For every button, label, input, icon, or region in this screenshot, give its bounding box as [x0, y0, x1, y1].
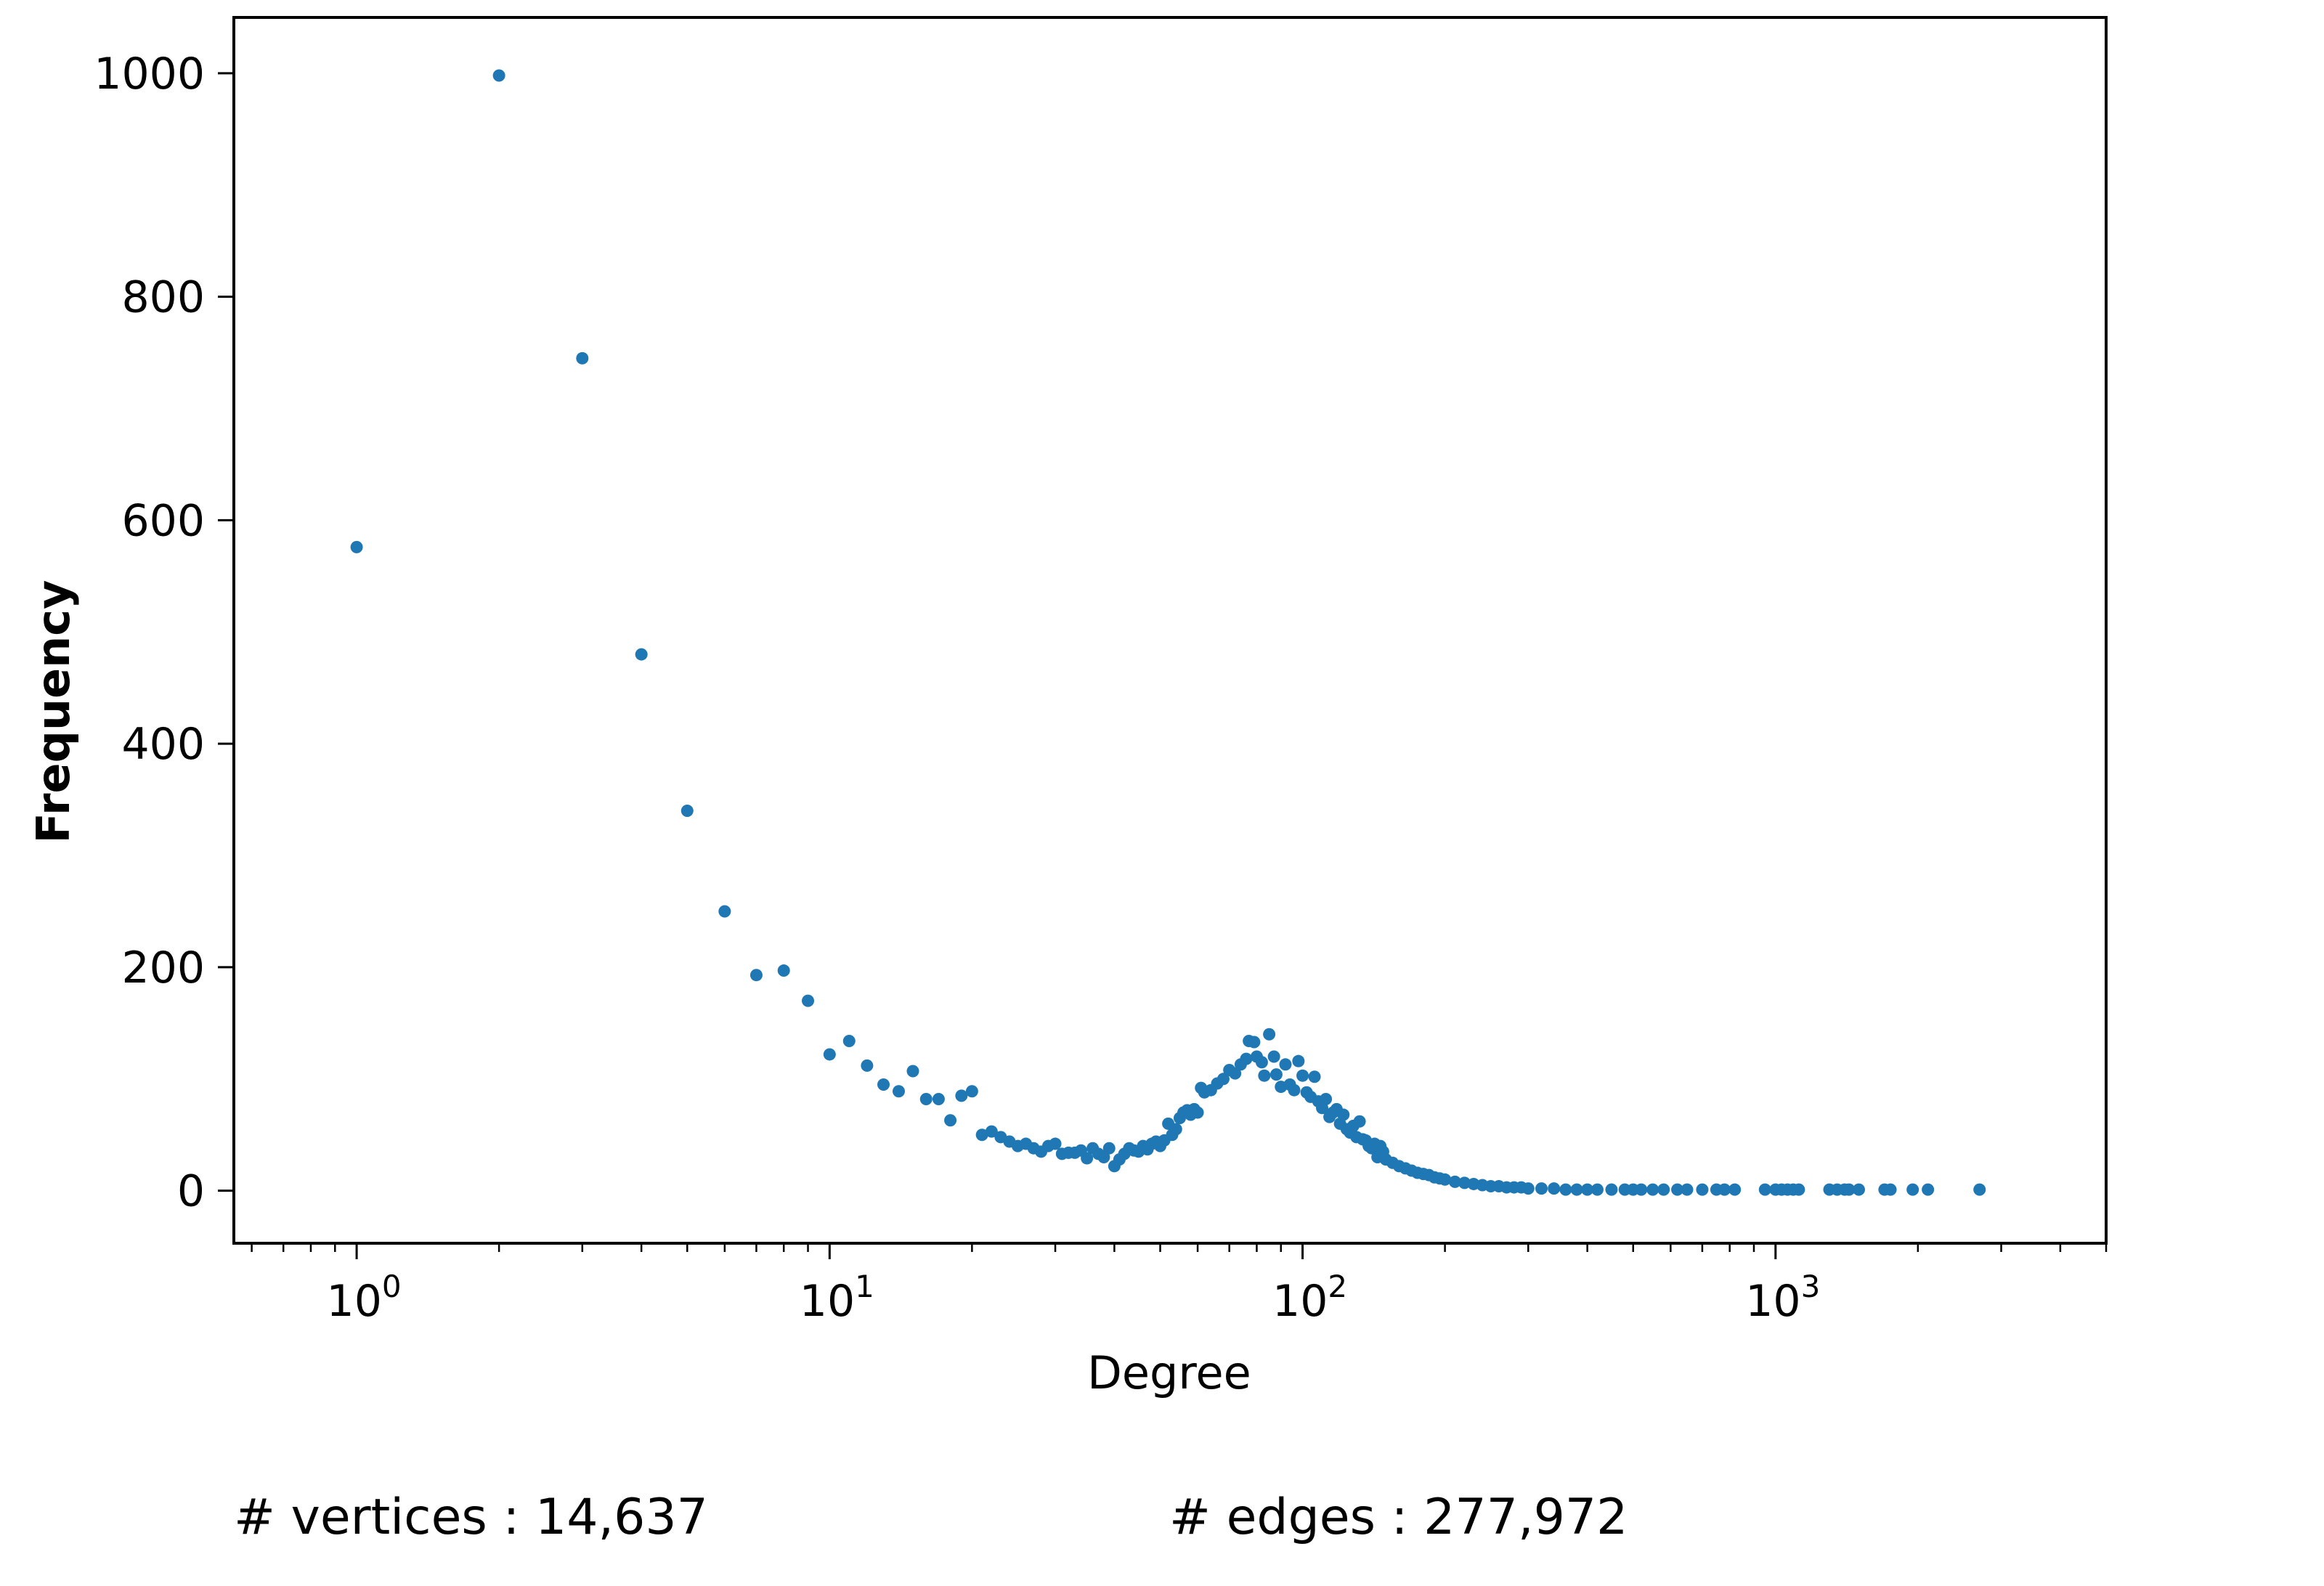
data-point: [1263, 1028, 1276, 1041]
data-point: [1635, 1183, 1648, 1196]
data-point: [906, 1065, 919, 1078]
data-point: [1842, 1183, 1856, 1196]
data-point: [919, 1093, 933, 1106]
data-point: [1559, 1183, 1572, 1196]
x-axis-label: Degree: [1087, 1346, 1251, 1399]
data-point: [1248, 1036, 1261, 1049]
data-point: [823, 1048, 836, 1061]
data-point: [1570, 1183, 1583, 1196]
data-point: [1973, 1183, 1986, 1196]
data-point: [492, 69, 505, 82]
y-tick-label: 600: [121, 495, 205, 546]
data-point: [1646, 1183, 1659, 1196]
data-point: [1320, 1093, 1333, 1106]
plot-frame: [232, 16, 2108, 1245]
data-point: [1049, 1137, 1062, 1150]
data-point: [1758, 1183, 1771, 1196]
data-point: [932, 1093, 945, 1106]
data-point: [1521, 1182, 1535, 1195]
data-point: [1605, 1183, 1618, 1196]
x-axis: 100 101 102 103: [251, 1243, 2108, 1327]
data-point: [635, 648, 648, 661]
data-point: [892, 1085, 905, 1098]
data-point: [718, 905, 731, 918]
data-point: [1718, 1183, 1731, 1196]
data-point: [1169, 1123, 1182, 1136]
data-point: [985, 1125, 998, 1138]
data-point: [1229, 1067, 1242, 1080]
data-point: [1792, 1183, 1805, 1196]
data-point: [1240, 1052, 1253, 1065]
data-point: [1884, 1183, 1897, 1196]
data-point: [1191, 1106, 1204, 1119]
y-tick-label: 1000: [94, 49, 205, 99]
data-point: [1269, 1068, 1283, 1081]
x-tick-label: 100: [327, 1269, 402, 1327]
data-point: [1590, 1183, 1604, 1196]
data-point: [680, 805, 694, 818]
data-point: [1296, 1069, 1309, 1082]
y-axis: 0 200 400 600 800 1000: [94, 49, 234, 1217]
data-point: [1255, 1056, 1268, 1069]
data-point: [749, 969, 763, 982]
data-point: [1337, 1108, 1350, 1121]
data-point: [1097, 1151, 1110, 1164]
data-point: [1671, 1183, 1684, 1196]
scatter-points: [350, 69, 1986, 1196]
data-point: [1258, 1069, 1271, 1082]
data-point: [975, 1128, 988, 1142]
data-point: [944, 1114, 957, 1127]
data-point: [1353, 1115, 1366, 1128]
data-point: [877, 1078, 890, 1091]
data-point: [777, 964, 790, 977]
data-point: [1102, 1142, 1116, 1155]
data-point: [1581, 1183, 1594, 1196]
data-point: [1728, 1183, 1742, 1196]
data-point: [1216, 1073, 1230, 1086]
x-tick-label: 102: [1272, 1269, 1347, 1327]
data-point: [1292, 1054, 1305, 1068]
data-point: [1288, 1083, 1301, 1097]
data-point: [842, 1034, 856, 1047]
data-point: [955, 1089, 968, 1102]
data-point: [1267, 1050, 1280, 1063]
edges-count: # edges : 277,972: [1169, 1489, 1628, 1546]
data-point: [965, 1085, 978, 1098]
data-point: [1448, 1175, 1461, 1188]
data-point: [1279, 1058, 1292, 1071]
y-tick-label: 800: [121, 272, 205, 323]
plot-area: [232, 16, 2108, 1245]
data-point: [1657, 1183, 1670, 1196]
data-point: [350, 540, 363, 553]
data-point: [1696, 1183, 1709, 1196]
data-point: [1535, 1182, 1548, 1195]
data-point: [1548, 1182, 1561, 1195]
data-point: [1081, 1152, 1094, 1165]
y-tick-label: 200: [121, 943, 205, 993]
data-point: [1906, 1183, 1919, 1196]
vertices-count: # vertices : 14,637: [234, 1489, 708, 1546]
data-point: [1458, 1176, 1471, 1190]
x-tick-label: 101: [800, 1269, 874, 1327]
x-tick-label: 103: [1745, 1269, 1820, 1327]
data-point: [576, 351, 589, 365]
data-point: [802, 994, 815, 1007]
data-point: [1922, 1183, 1935, 1196]
y-axis-label: Frequency: [27, 580, 80, 844]
data-point: [1308, 1070, 1321, 1083]
data-point: [861, 1059, 874, 1072]
y-tick-label: 0: [177, 1166, 205, 1217]
data-point: [1681, 1183, 1694, 1196]
y-tick-label: 400: [121, 719, 205, 770]
data-point: [1439, 1173, 1452, 1186]
data-point: [1852, 1183, 1865, 1196]
